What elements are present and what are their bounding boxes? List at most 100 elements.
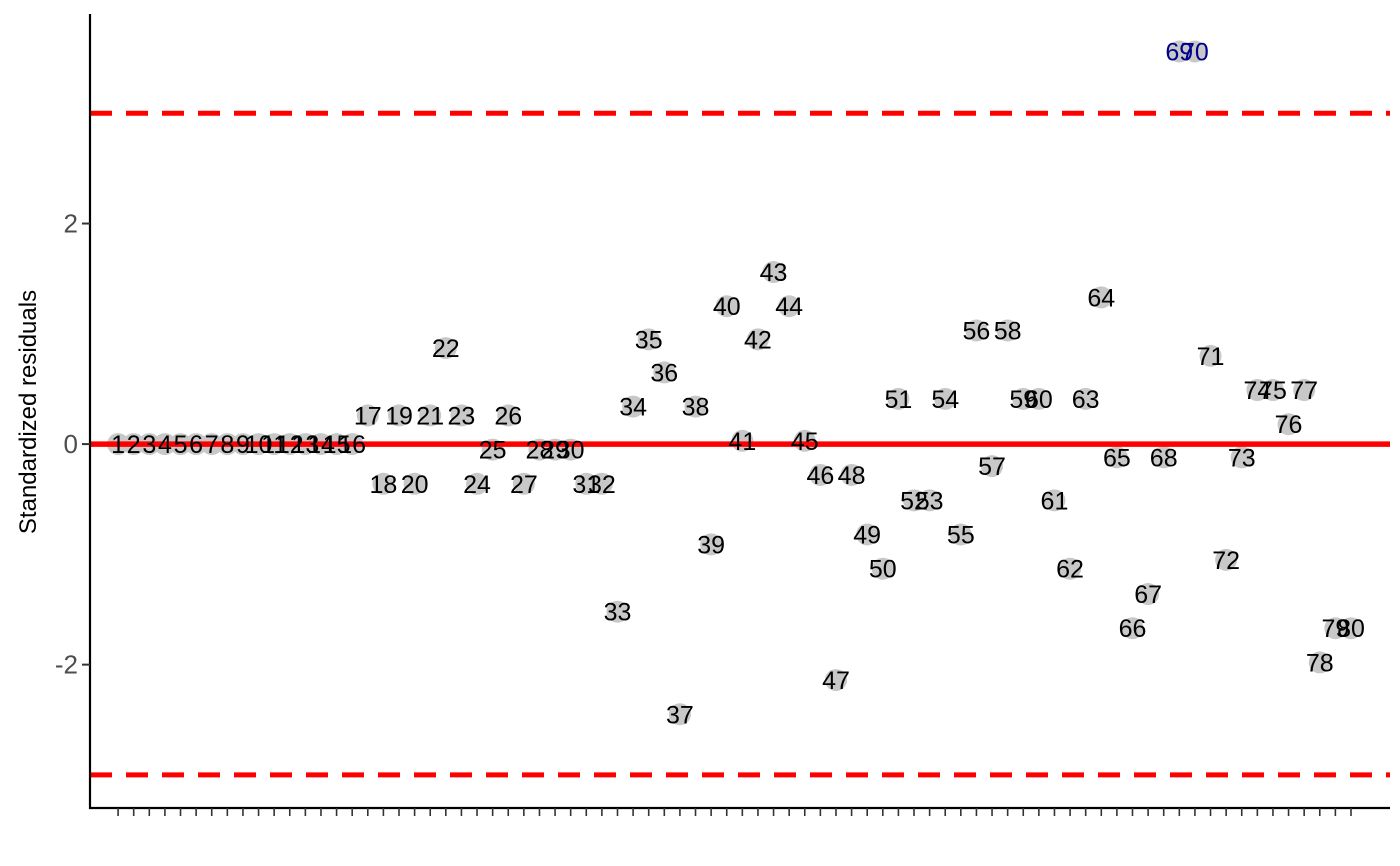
point-label: 66 <box>1119 615 1147 643</box>
point-label: 46 <box>806 462 834 490</box>
point-label: 16 <box>338 431 366 459</box>
data-point <box>419 404 442 427</box>
data-point <box>450 404 473 427</box>
point-label: 76 <box>1275 411 1303 439</box>
data-point <box>622 395 645 418</box>
point-label: 12 <box>276 431 304 459</box>
point-label: 39 <box>697 531 725 559</box>
point-label: 79 <box>1321 615 1349 643</box>
data-point <box>715 295 738 318</box>
data-point <box>1074 387 1097 410</box>
point-label: 61 <box>1041 487 1069 515</box>
point-label: 40 <box>713 293 741 321</box>
data-point <box>1121 617 1144 640</box>
point-label: 22 <box>432 335 460 363</box>
point-label: 45 <box>791 428 819 456</box>
axes: -2 0 2 <box>55 14 1390 816</box>
data-point <box>403 472 426 495</box>
point-label: 59 <box>1009 386 1037 414</box>
y-tick-label: 2 <box>64 209 78 239</box>
y-tick-label: -2 <box>55 650 78 680</box>
data-point <box>356 404 379 427</box>
point-labels-layer: 1 2 3 4 5 6 7 8 91011121314151617181920212223242… <box>111 38 1365 729</box>
data-point <box>1152 446 1175 469</box>
data-point <box>762 261 785 284</box>
data-point <box>466 472 489 495</box>
point-label: 75 <box>1259 377 1287 405</box>
data-point <box>981 455 1004 478</box>
data-point <box>606 600 629 623</box>
data-point <box>512 472 535 495</box>
point-label: 32 <box>588 471 616 499</box>
point-label: 28 <box>526 437 554 465</box>
point-label: 15 <box>323 431 351 459</box>
data-point <box>840 463 863 486</box>
y-axis-label: Standardized residuals <box>15 290 42 534</box>
data-point <box>1168 40 1191 63</box>
point-label: 38 <box>682 394 710 422</box>
data-point <box>1027 387 1050 410</box>
point-label: 77 <box>1290 377 1318 405</box>
data-point <box>1043 489 1066 512</box>
point-label: 41 <box>728 428 756 456</box>
point-label: 69 <box>1165 38 1193 66</box>
point-label: 17 <box>354 402 382 430</box>
y-tick-label: 0 <box>64 429 78 459</box>
data-point <box>887 387 910 410</box>
point-label: 64 <box>1087 284 1115 312</box>
point-label: 48 <box>838 462 866 490</box>
point-label: 65 <box>1103 444 1131 472</box>
data-point <box>575 472 598 495</box>
point-label: 55 <box>947 522 975 550</box>
data-point <box>1339 617 1362 640</box>
data-point <box>1215 548 1238 571</box>
point-label: 13 <box>291 431 319 459</box>
data-point <box>497 404 520 427</box>
data-point <box>668 703 691 726</box>
point-label: 50 <box>869 556 897 584</box>
data-point <box>903 489 926 512</box>
point-label: 29 <box>541 437 569 465</box>
data-point <box>653 361 676 384</box>
point-label: 5 <box>174 431 188 459</box>
point-label: 67 <box>1134 581 1162 609</box>
point-label: 11 <box>261 431 287 459</box>
data-point <box>824 669 847 692</box>
point-label: 49 <box>853 522 881 550</box>
point-label: 3 <box>142 431 156 459</box>
point-label: 25 <box>479 437 507 465</box>
point-label: 4 <box>158 431 172 459</box>
point-label: 36 <box>650 359 678 387</box>
point-label: 70 <box>1181 38 1209 66</box>
data-point <box>1090 286 1113 309</box>
data-point <box>1324 617 1347 640</box>
data-point <box>1137 583 1160 606</box>
data-point <box>856 523 879 546</box>
point-label: 2 <box>127 431 141 459</box>
point-label: 18 <box>369 471 397 499</box>
point-label: 56 <box>963 317 991 345</box>
point-label: 34 <box>619 394 647 422</box>
point-label: 47 <box>822 667 850 695</box>
data-point <box>1012 387 1035 410</box>
point-label: 72 <box>1212 547 1240 575</box>
point-label: 52 <box>900 487 928 515</box>
data-point <box>388 404 411 427</box>
point-label: 78 <box>1306 649 1334 677</box>
data-point <box>637 328 660 351</box>
data-point <box>1059 557 1082 580</box>
point-label: 26 <box>494 402 522 430</box>
point-label: 19 <box>385 402 413 430</box>
point-label: 23 <box>448 402 476 430</box>
data-point <box>1199 344 1222 367</box>
point-label: 31 <box>572 471 600 499</box>
point-label: 57 <box>978 453 1006 481</box>
point-label: 68 <box>1150 444 1178 472</box>
point-label: 53 <box>916 487 944 515</box>
point-label: 21 <box>416 402 444 430</box>
point-label: 62 <box>1056 556 1084 584</box>
data-point <box>1230 446 1253 469</box>
point-label: 60 <box>1025 386 1053 414</box>
point-label: 6 <box>189 431 203 459</box>
